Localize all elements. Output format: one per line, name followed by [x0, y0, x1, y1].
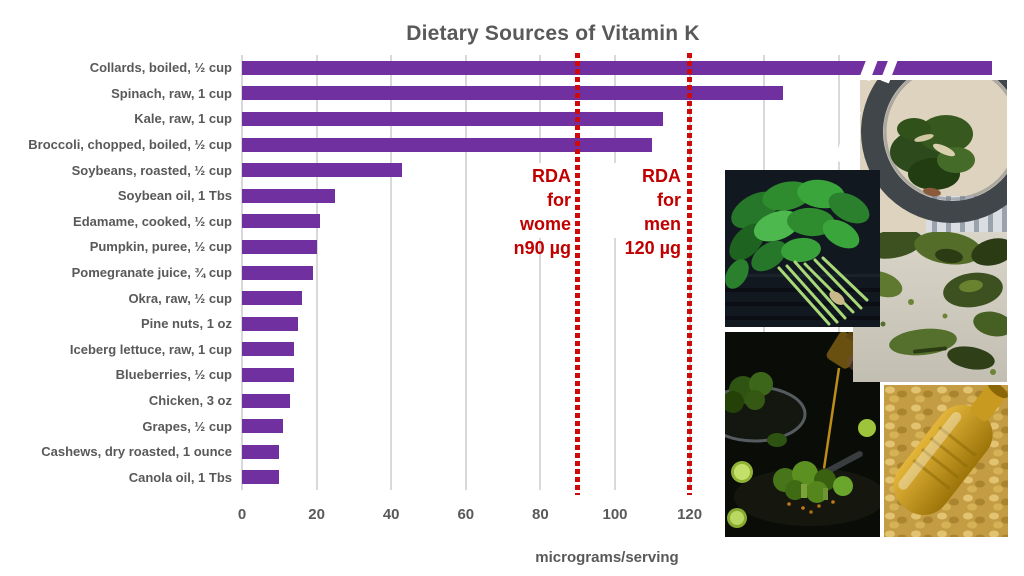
bar-row: Soybean oil, 1 Tbs: [0, 183, 1012, 209]
rda-men-line4: 120 µg: [624, 238, 681, 258]
gridline-100: [614, 55, 616, 490]
category-label: Iceberg lettuce, raw, 1 cup: [69, 341, 232, 357]
bar-row: Pomegranate juice, ¾ cup: [0, 260, 1012, 286]
category-label: Spinach, raw, 1 cup: [111, 85, 232, 101]
rda-women-line1: RDA: [532, 166, 571, 186]
bar-value: [242, 419, 284, 434]
rda-women-annotation: RDA for wome n90 µg: [488, 163, 572, 258]
bar-row: Pumpkin, puree, ½ cup: [0, 234, 1012, 260]
rda-men-line1: RDA: [642, 166, 681, 186]
bar-value: [242, 470, 280, 485]
x-tick-label: 120: [677, 506, 703, 523]
bar-rows: Collards, boiled, ½ cup Spinach, raw, 1 c…: [0, 55, 1012, 490]
bar-row: Canola oil, 1 Tbs: [0, 465, 1012, 491]
bar-value: [242, 111, 664, 126]
category-label: Pine nuts, 1 oz: [140, 316, 232, 332]
x-tick-label: 80: [532, 506, 549, 523]
category-label: Edamame, cooked, ½ cup: [73, 213, 232, 229]
bar-row: Iceberg lettuce, raw, 1 cup: [0, 337, 1012, 363]
photo-broccoli-oil-drizzle: [725, 332, 880, 537]
x-tick-label: 100: [602, 506, 628, 523]
bar-value: [242, 137, 653, 152]
x-tick-label: 60: [457, 506, 475, 523]
x-axis-label: micrograms/serving: [535, 549, 679, 566]
category-label: Blueberries, ½ cup: [115, 367, 232, 383]
bar-value: [242, 291, 302, 306]
category-label: Soybeans, roasted, ½ cup: [71, 162, 232, 178]
photo-collard-greens-bowl: [860, 80, 1007, 233]
bar-row: Soybeans, roasted, ½ cup: [0, 157, 1012, 183]
rda-women-line3: wome: [519, 214, 571, 234]
bar-row: Blueberries, ½ cup: [0, 362, 1012, 388]
bar-row: Grapes, ½ cup: [0, 413, 1012, 439]
rda-women-line: [575, 53, 581, 495]
bar-row: Broccoli, chopped, boiled, ½ cup: [0, 132, 1012, 158]
bar-row: Collards, boiled, ½ cup: [0, 55, 1012, 81]
bar-value: [242, 163, 403, 178]
gridline-80: [539, 55, 542, 490]
rda-men-line: [687, 53, 693, 495]
bar-value: [242, 367, 295, 382]
bar-value: [242, 316, 298, 331]
bar-value: [242, 393, 291, 408]
category-label: Broccoli, chopped, boiled, ½ cup: [28, 137, 232, 153]
gridline-20: [315, 55, 318, 490]
bar-value: [242, 342, 295, 357]
gridline-60: [464, 55, 467, 490]
bar-row: Pine nuts, 1 oz: [0, 311, 1012, 337]
photo-soybean-oil-bottle: [884, 385, 1008, 537]
category-label: Kale, raw, 1 cup: [134, 111, 232, 127]
rda-women-line2: for: [547, 190, 571, 210]
rda-women-line4: n90 µg: [513, 238, 571, 258]
category-label: Chicken, 3 oz: [148, 393, 232, 409]
bar-row: Edamame, cooked, ½ cup: [0, 209, 1012, 235]
rda-men-line3: men: [643, 214, 681, 234]
x-tick-label: 0: [237, 506, 247, 523]
rda-men-line2: for: [657, 190, 681, 210]
category-label: Canola oil, 1 Tbs: [128, 469, 232, 485]
x-tick-label: 20: [308, 506, 325, 523]
photo-spinach-bunch: [725, 170, 880, 327]
category-label: Pomegranate juice, ¾ cup: [71, 265, 232, 281]
category-label: Grapes, ½ cup: [142, 418, 232, 434]
chart-title: Dietary Sources of Vitamin K: [406, 22, 700, 45]
category-label: Pumpkin, puree, ½ cup: [89, 239, 232, 255]
gridline-40: [390, 55, 393, 490]
bar-row: Cashews, dry roasted, 1 ounce: [0, 439, 1012, 465]
bar-row: Chicken, 3 oz: [0, 388, 1012, 414]
x-tick-label: 40: [382, 506, 400, 523]
bar-row: Okra, raw, ½ cup: [0, 285, 1012, 311]
bar-clipped: [242, 60, 992, 75]
category-label: Collards, boiled, ½ cup: [89, 60, 232, 76]
bar-value: [242, 214, 321, 229]
category-label: Cashews, dry roasted, 1 ounce: [41, 444, 232, 460]
bar-row: Kale, raw, 1 cup: [0, 106, 1012, 132]
bar-value: [242, 444, 280, 459]
rda-men-annotation: RDA for men 120 µg: [601, 163, 693, 258]
bar-value: [242, 86, 783, 101]
category-label: Soybean oil, 1 Tbs: [117, 188, 232, 204]
bar-row: Spinach, raw, 1 cup: [0, 81, 1012, 107]
bar-value: [242, 265, 313, 280]
category-label: Okra, raw, ½ cup: [128, 290, 232, 306]
bar-value: [242, 239, 317, 254]
bar-value: [242, 188, 336, 203]
